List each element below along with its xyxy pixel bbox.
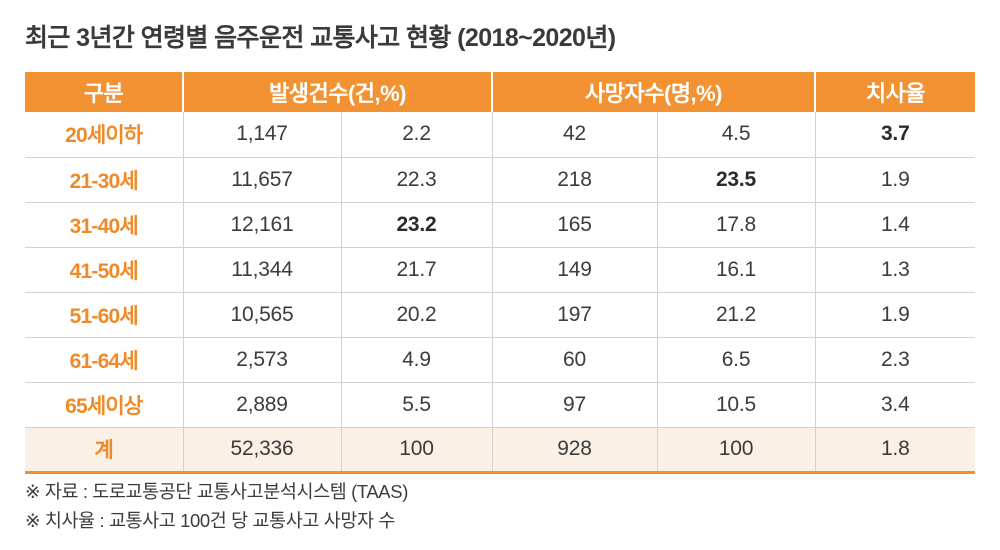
cell-accident-pct: 22.3 bbox=[341, 157, 493, 203]
cell-fatality-rate: 1.9 bbox=[815, 292, 975, 338]
cell-age-group: 51-60세 bbox=[25, 292, 184, 338]
column-header-death-count: 사망자수(명,%) bbox=[492, 72, 816, 112]
cell-accident-count: 2,573 bbox=[183, 337, 342, 383]
cell-accident-pct: 21.7 bbox=[341, 247, 493, 293]
footnotes: ※ 자료 : 도로교통공단 교통사고분석시스템 (TAAS) ※ 치사율 : 교… bbox=[25, 478, 408, 535]
cell-death-pct: 23.5 bbox=[657, 157, 816, 203]
cell-death-count: 218 bbox=[492, 157, 658, 203]
cell-fatality-rate: 1.9 bbox=[815, 157, 975, 203]
cell-age-group: 21-30세 bbox=[25, 157, 184, 203]
table-row: 65세이상 2,889 5.5 97 10.5 3.4 bbox=[25, 382, 975, 428]
table-total-row: 계 52,336 100 928 100 1.8 bbox=[25, 427, 975, 474]
cell-fatality-rate: 2.3 bbox=[815, 337, 975, 383]
column-header-fatality-rate: 치사율 bbox=[815, 72, 975, 112]
table-row: 61-64세 2,573 4.9 60 6.5 2.3 bbox=[25, 337, 975, 383]
cell-total-label: 계 bbox=[25, 427, 184, 474]
cell-death-pct: 6.5 bbox=[657, 337, 816, 383]
cell-accident-pct: 2.2 bbox=[341, 112, 493, 158]
cell-age-group: 20세이하 bbox=[25, 112, 184, 158]
cell-death-count: 97 bbox=[492, 382, 658, 428]
cell-accident-count: 2,889 bbox=[183, 382, 342, 428]
table-row: 31-40세 12,161 23.2 165 17.8 1.4 bbox=[25, 202, 975, 248]
cell-accident-count: 11,344 bbox=[183, 247, 342, 293]
cell-death-pct: 21.2 bbox=[657, 292, 816, 338]
cell-total-fatality-rate: 1.8 bbox=[815, 427, 975, 474]
cell-fatality-rate: 3.4 bbox=[815, 382, 975, 428]
cell-accident-count: 1,147 bbox=[183, 112, 342, 158]
table-row: 20세이하 1,147 2.2 42 4.5 3.7 bbox=[25, 112, 975, 158]
cell-total-death-pct: 100 bbox=[657, 427, 816, 474]
cell-death-pct: 17.8 bbox=[657, 202, 816, 248]
table-container: 구분 발생건수(건,%) 사망자수(명,%) 치사율 20세이하 1,147 2… bbox=[25, 72, 975, 474]
cell-death-pct: 10.5 bbox=[657, 382, 816, 428]
cell-age-group: 41-50세 bbox=[25, 247, 184, 293]
cell-accident-pct: 23.2 bbox=[341, 202, 493, 248]
table-row: 51-60세 10,565 20.2 197 21.2 1.9 bbox=[25, 292, 975, 338]
cell-fatality-rate: 1.4 bbox=[815, 202, 975, 248]
cell-accident-pct: 4.9 bbox=[341, 337, 493, 383]
cell-accident-pct: 5.5 bbox=[341, 382, 493, 428]
footnote-source: ※ 자료 : 도로교통공단 교통사고분석시스템 (TAAS) bbox=[25, 481, 408, 502]
cell-accident-count: 11,657 bbox=[183, 157, 342, 203]
cell-accident-count: 12,161 bbox=[183, 202, 342, 248]
column-header-accident-count: 발생건수(건,%) bbox=[183, 72, 493, 112]
cell-death-pct: 4.5 bbox=[657, 112, 816, 158]
cell-age-group: 65세이상 bbox=[25, 382, 184, 428]
cell-total-accident-count: 52,336 bbox=[183, 427, 342, 474]
cell-age-group: 31-40세 bbox=[25, 202, 184, 248]
cell-death-count: 197 bbox=[492, 292, 658, 338]
page-title: 최근 3년간 연령별 음주운전 교통사고 현황 (2018~2020년) bbox=[25, 24, 616, 52]
cell-death-count: 149 bbox=[492, 247, 658, 293]
cell-accident-pct: 20.2 bbox=[341, 292, 493, 338]
table-row: 41-50세 11,344 21.7 149 16.1 1.3 bbox=[25, 247, 975, 293]
cell-total-accident-pct: 100 bbox=[341, 427, 493, 474]
footnote-fatality-rate-definition: ※ 치사율 : 교통사고 100건 당 교통사고 사망자 수 bbox=[25, 509, 395, 531]
cell-death-count: 42 bbox=[492, 112, 658, 158]
cell-death-pct: 16.1 bbox=[657, 247, 816, 293]
table-header: 구분 발생건수(건,%) 사망자수(명,%) 치사율 bbox=[25, 72, 975, 112]
cell-death-count: 60 bbox=[492, 337, 658, 383]
drunk-driving-accident-table: 구분 발생건수(건,%) 사망자수(명,%) 치사율 20세이하 1,147 2… bbox=[25, 72, 975, 474]
table-row: 21-30세 11,657 22.3 218 23.5 1.9 bbox=[25, 157, 975, 203]
cell-fatality-rate: 1.3 bbox=[815, 247, 975, 293]
cell-age-group: 61-64세 bbox=[25, 337, 184, 383]
cell-total-death-count: 928 bbox=[492, 427, 658, 474]
cell-accident-count: 10,565 bbox=[183, 292, 342, 338]
cell-death-count: 165 bbox=[492, 202, 658, 248]
column-header-age-group: 구분 bbox=[25, 72, 184, 112]
table-body: 20세이하 1,147 2.2 42 4.5 3.7 21-30세 11,657… bbox=[25, 112, 975, 474]
header-row: 구분 발생건수(건,%) 사망자수(명,%) 치사율 bbox=[25, 72, 975, 112]
cell-fatality-rate: 3.7 bbox=[815, 112, 975, 158]
